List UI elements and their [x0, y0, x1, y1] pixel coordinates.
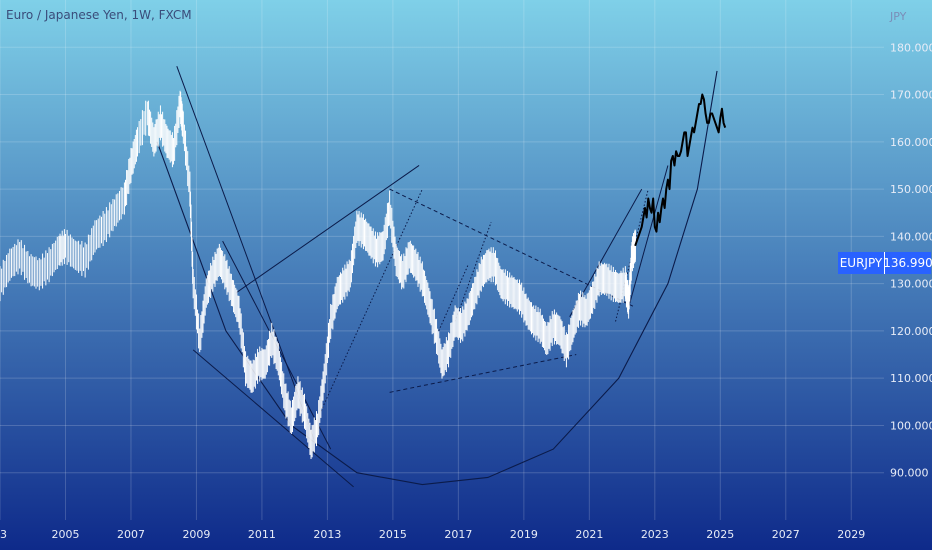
y-tick-label: 180.000 [890, 41, 932, 54]
trendline [389, 354, 577, 393]
y-tick-label: 150.000 [890, 183, 932, 196]
trendline [454, 222, 492, 322]
x-tick-label: 2015 [379, 528, 407, 541]
x-tick-label: 2023 [641, 528, 669, 541]
chart-title: Euro / Japanese Yen, 1W, FXCM [6, 8, 192, 22]
x-tick-label: 2017 [444, 528, 472, 541]
trendline [569, 188, 643, 317]
price-bars [0, 90, 636, 460]
x-tick-label: 2005 [51, 528, 79, 541]
x-tick-label: 2009 [182, 528, 210, 541]
x-tick-label: 2027 [772, 528, 800, 541]
trendline [235, 165, 420, 294]
trendlines [156, 66, 718, 488]
recent-price-line [634, 93, 727, 247]
grid-lines [0, 0, 884, 520]
y-tick-label: 110.000 [890, 372, 932, 385]
x-axis: 03 2005 2007 2009 2011 2013 2015 2017 2019 2021 20… [0, 528, 865, 541]
y-tick-label: 120.000 [890, 325, 932, 338]
trendline [192, 349, 354, 488]
price-tag-symbol: EURJPY [838, 252, 884, 274]
trendline [176, 66, 315, 440]
y-tick-label: 100.000 [890, 419, 932, 432]
x-tick-label: 2029 [837, 528, 865, 541]
x-tick-label: 2021 [575, 528, 603, 541]
x-tick-label: 2011 [248, 528, 276, 541]
last-price-tag: EURJPY 136.990 [838, 252, 932, 274]
cup-curve [156, 70, 718, 486]
y-tick-label: 130.000 [890, 278, 932, 291]
y-tick-label: 140.000 [890, 230, 932, 243]
y-axis-currency: JPY [889, 10, 907, 23]
trendline [222, 240, 332, 450]
x-tick-label: 03 [0, 528, 7, 541]
recent-series-line [634, 93, 727, 247]
y-tick-label: 90.000 [890, 467, 929, 480]
y-axis: 90.000 100.000 110.000 120.000 130.000 140.00… [889, 10, 932, 480]
trendline [320, 188, 423, 412]
y-tick-label: 160.000 [890, 136, 932, 149]
trendline [389, 188, 636, 308]
y-tick-label: 170.000 [890, 89, 932, 102]
trendline [628, 165, 669, 308]
x-tick-label: 2007 [117, 528, 145, 541]
price-tag-value: 136.990 [883, 252, 932, 274]
x-tick-label: 2025 [706, 528, 734, 541]
x-tick-label: 2019 [510, 528, 538, 541]
x-tick-label: 2013 [313, 528, 341, 541]
trendline [438, 264, 469, 332]
